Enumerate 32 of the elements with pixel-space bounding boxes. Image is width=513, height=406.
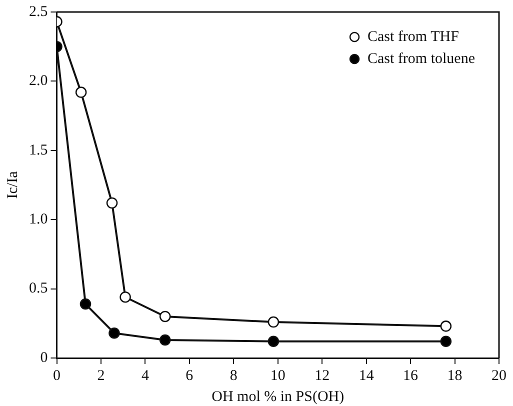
point [159,310,171,322]
x-tick-label: 10 [270,368,286,384]
x-tick-label: 20 [492,368,506,384]
point [440,320,452,332]
point [268,316,280,328]
x-tick-label: 6 [186,368,194,384]
x-tick-label: 18 [447,368,462,384]
y-axis-title: Ic/Ia [4,170,21,199]
point [120,291,131,303]
legend-label: Cast from THF [368,28,459,45]
y-tick-label: 2.0 [29,73,48,90]
x-tick-label: 4 [141,368,150,384]
x-tick-label: 8 [230,368,238,384]
x-axis-title: OH mol % in PS(OH) [212,388,344,405]
y-tick-label: 1.5 [29,142,48,158]
y-tick-label: 0 [40,350,48,366]
x-tick-label: 14 [358,368,374,384]
y-tick-label: 2.5 [29,4,48,20]
y-tick-label: 0.5 [29,280,48,297]
point [159,334,171,346]
y-tick-label: 1.0 [29,212,48,228]
x-tick-label: 2 [97,368,105,384]
x-tick-label: 0 [53,368,60,384]
point [108,327,120,339]
legend-label: Cast from toluene [368,50,476,67]
x-tick-label: 16 [403,368,419,384]
point [440,336,452,348]
point [268,336,280,348]
point [106,197,118,209]
point [75,86,87,98]
point [80,298,92,310]
x-tick-label: 12 [314,368,330,384]
